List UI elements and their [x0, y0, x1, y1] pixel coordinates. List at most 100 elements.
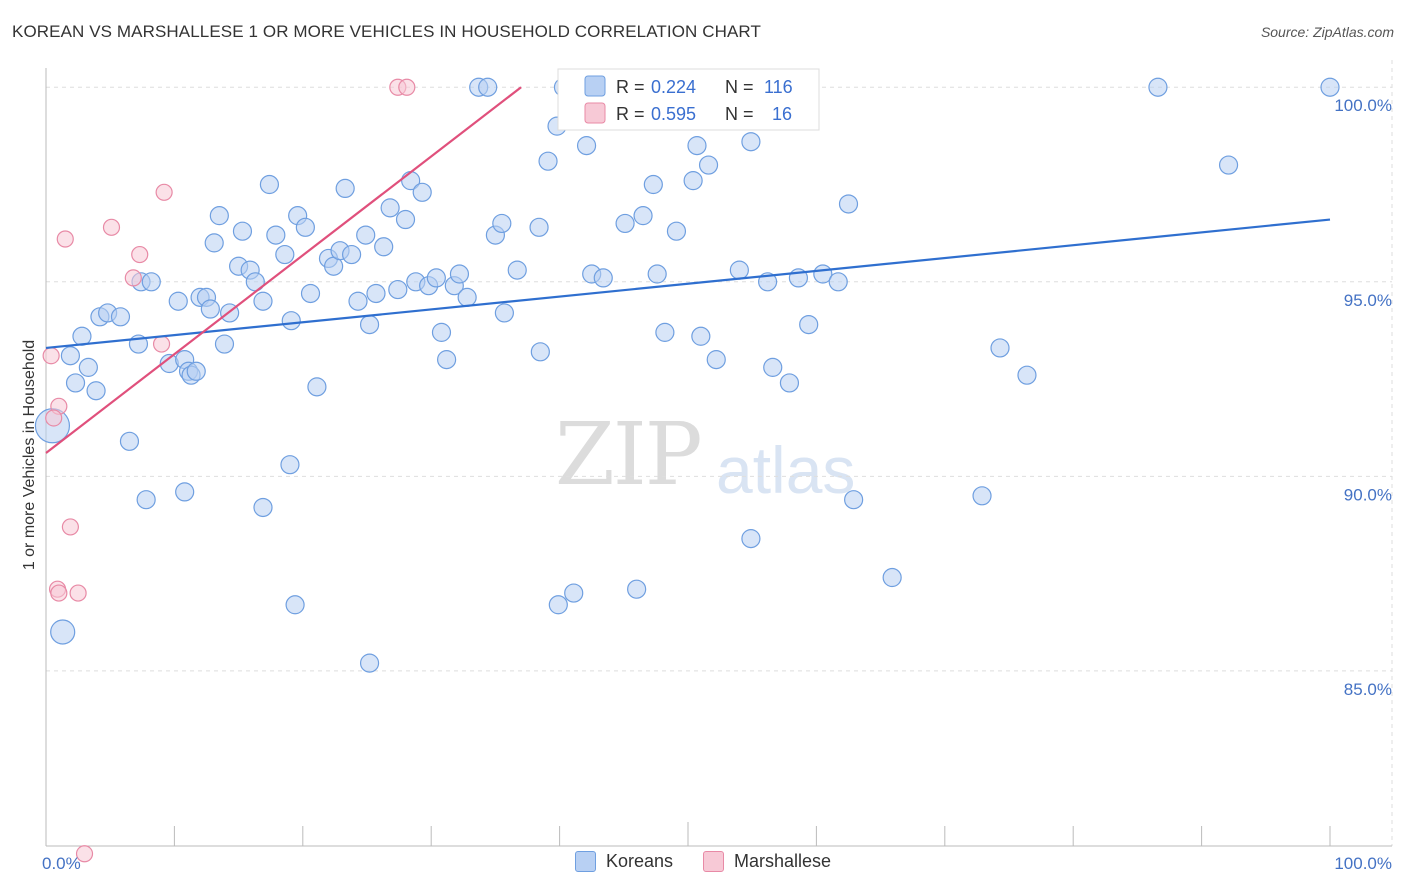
korean-point	[60, 346, 80, 366]
korean-points	[34, 77, 1340, 673]
marshallese-points	[42, 78, 416, 863]
x-tick-label: 0.0%	[42, 854, 81, 873]
korean-point	[359, 653, 380, 673]
marshallese-point	[155, 183, 173, 201]
marshallese-point	[75, 845, 94, 863]
korean-point	[72, 326, 92, 346]
korean-point	[136, 490, 156, 510]
korean-point	[366, 283, 386, 304]
chart-title: KOREAN VS MARSHALLESE 1 OR MORE VEHICLES…	[12, 22, 761, 41]
korean-point	[576, 136, 597, 156]
marshallese-point	[56, 230, 74, 248]
koreans-label: Koreans	[605, 851, 673, 871]
trend-lines	[45, 86, 1331, 454]
marshallese-point	[131, 245, 149, 264]
korean-point	[683, 171, 703, 191]
korean-point	[209, 206, 229, 226]
korean-point	[168, 291, 188, 311]
korean-point	[741, 132, 761, 152]
korean-point	[110, 307, 131, 327]
korean-point	[200, 299, 220, 319]
korean-point	[307, 377, 327, 397]
korean-point	[275, 244, 295, 265]
watermark-atlas: atlas	[716, 433, 856, 507]
marshallese-point	[50, 584, 68, 602]
korean-point	[844, 490, 864, 510]
korean-point	[729, 260, 749, 280]
legend-marshallese-r-label: R =	[616, 104, 645, 124]
legend-korean-r-value: 0.224	[651, 77, 696, 97]
x-tick-label: 100.0%	[1334, 854, 1392, 873]
korean-point	[507, 260, 527, 280]
korean-point	[186, 361, 206, 381]
korean-trend-line	[45, 218, 1331, 350]
korean-point	[655, 322, 675, 342]
legend-marshallese-r-value: 0.595	[651, 104, 696, 124]
stats-legend: R = 0.224 N = 116 R = 0.595 N = 16	[557, 68, 820, 131]
korean-point	[356, 225, 376, 245]
korean-point	[799, 314, 819, 335]
korean-point	[50, 619, 76, 645]
marshallese-point	[124, 269, 142, 287]
korean-point	[86, 381, 106, 401]
korean-point	[295, 217, 315, 237]
tick-labels: 100.0% 95.0% 90.0% 85.0% 0.0% 100.0%	[42, 96, 1392, 873]
koreans-swatch	[574, 851, 596, 872]
y-tick-label: 85.0%	[1344, 680, 1392, 699]
legend-item-marshallese[interactable]: Marshallese	[703, 851, 831, 872]
y-tick-label: 90.0%	[1344, 485, 1392, 504]
korean-point	[374, 237, 394, 257]
marshallese-point	[102, 218, 121, 236]
legend-korean-n-label: N =	[725, 77, 754, 97]
korean-point	[359, 314, 380, 335]
korean-point	[564, 583, 584, 603]
legend-marshallese-swatch	[584, 102, 606, 124]
korean-point	[300, 283, 321, 304]
legend-korean-n-value: 116	[764, 77, 793, 97]
marshallese-point	[398, 78, 416, 96]
korean-point	[647, 264, 667, 284]
korean-point	[281, 311, 301, 331]
y-tick-label: 100.0%	[1334, 96, 1392, 115]
korean-point	[972, 486, 992, 506]
marshallese-swatch	[703, 851, 724, 872]
korean-point	[285, 595, 305, 615]
korean-point	[666, 221, 687, 241]
korean-point	[431, 322, 452, 342]
watermark-zip: ZIP	[555, 405, 703, 505]
korean-point	[548, 595, 568, 615]
korean-point	[426, 268, 446, 288]
axes	[45, 68, 1392, 847]
korean-point	[449, 264, 470, 284]
legend-marshallese-n-label: N =	[725, 104, 754, 124]
korean-point	[478, 77, 498, 97]
korean-point	[1148, 77, 1168, 97]
korean-point	[763, 357, 783, 377]
korean-point	[119, 431, 140, 451]
legend-item-koreans[interactable]: Koreans	[574, 851, 673, 872]
korean-point	[494, 303, 514, 323]
korean-point	[65, 373, 86, 393]
korean-point	[253, 291, 273, 311]
korean-point	[266, 225, 286, 245]
korean-point	[253, 497, 273, 518]
series-legend: Koreans Marshallese	[0, 851, 1406, 872]
korean-point	[687, 136, 707, 156]
korean-point	[1320, 77, 1340, 97]
korean-point	[457, 287, 477, 307]
korean-point	[706, 350, 726, 370]
korean-point	[779, 373, 800, 393]
korean-point	[1218, 155, 1239, 175]
korean-point	[538, 151, 558, 171]
korean-point	[335, 178, 355, 199]
korean-point	[698, 155, 719, 175]
korean-point	[633, 206, 653, 226]
marshallese-point	[61, 518, 79, 536]
korean-point	[593, 268, 613, 288]
legend-korean-swatch	[584, 75, 606, 97]
korean-point	[492, 213, 512, 234]
korean-point	[615, 213, 635, 234]
korean-point	[412, 182, 432, 202]
legend-korean-r-label: R =	[616, 77, 645, 97]
korean-point	[141, 272, 161, 292]
